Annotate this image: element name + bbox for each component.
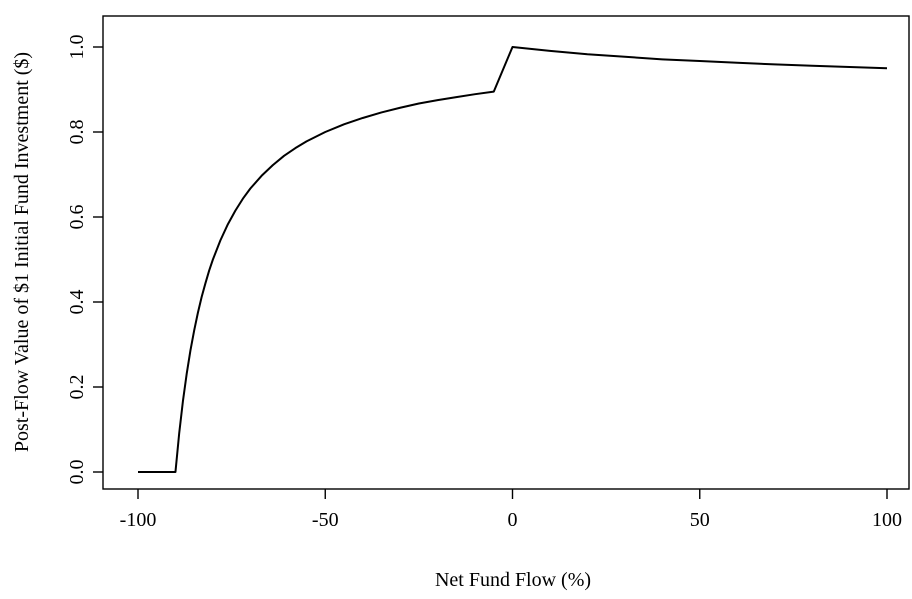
y-tick-label: 0.6	[66, 205, 88, 230]
y-tick-label: 0.0	[66, 460, 88, 485]
y-tick-label: 0.2	[66, 375, 88, 400]
plot-frame	[102, 15, 910, 490]
y-tick-label: 1.0	[66, 35, 88, 60]
x-axis-label: Net Fund Flow (%)	[435, 569, 591, 591]
x-tick-label: -100	[120, 509, 157, 531]
x-tick-label: 100	[872, 509, 902, 531]
series-line	[138, 46, 888, 473]
x-tick-label: -50	[312, 509, 339, 531]
y-axis: 0.0 0.2 0.4 0.6 0.8 1.0	[66, 35, 103, 485]
x-axis: -100 -50 0 50 100	[120, 489, 902, 531]
x-tick-label: 0	[508, 509, 518, 531]
y-tick-label: 0.4	[66, 290, 88, 315]
y-tick-label: 0.8	[66, 120, 88, 145]
x-tick-label: 50	[690, 509, 710, 531]
y-axis-label: Post-Flow Value of $1 Initial Fund Inves…	[11, 52, 33, 452]
